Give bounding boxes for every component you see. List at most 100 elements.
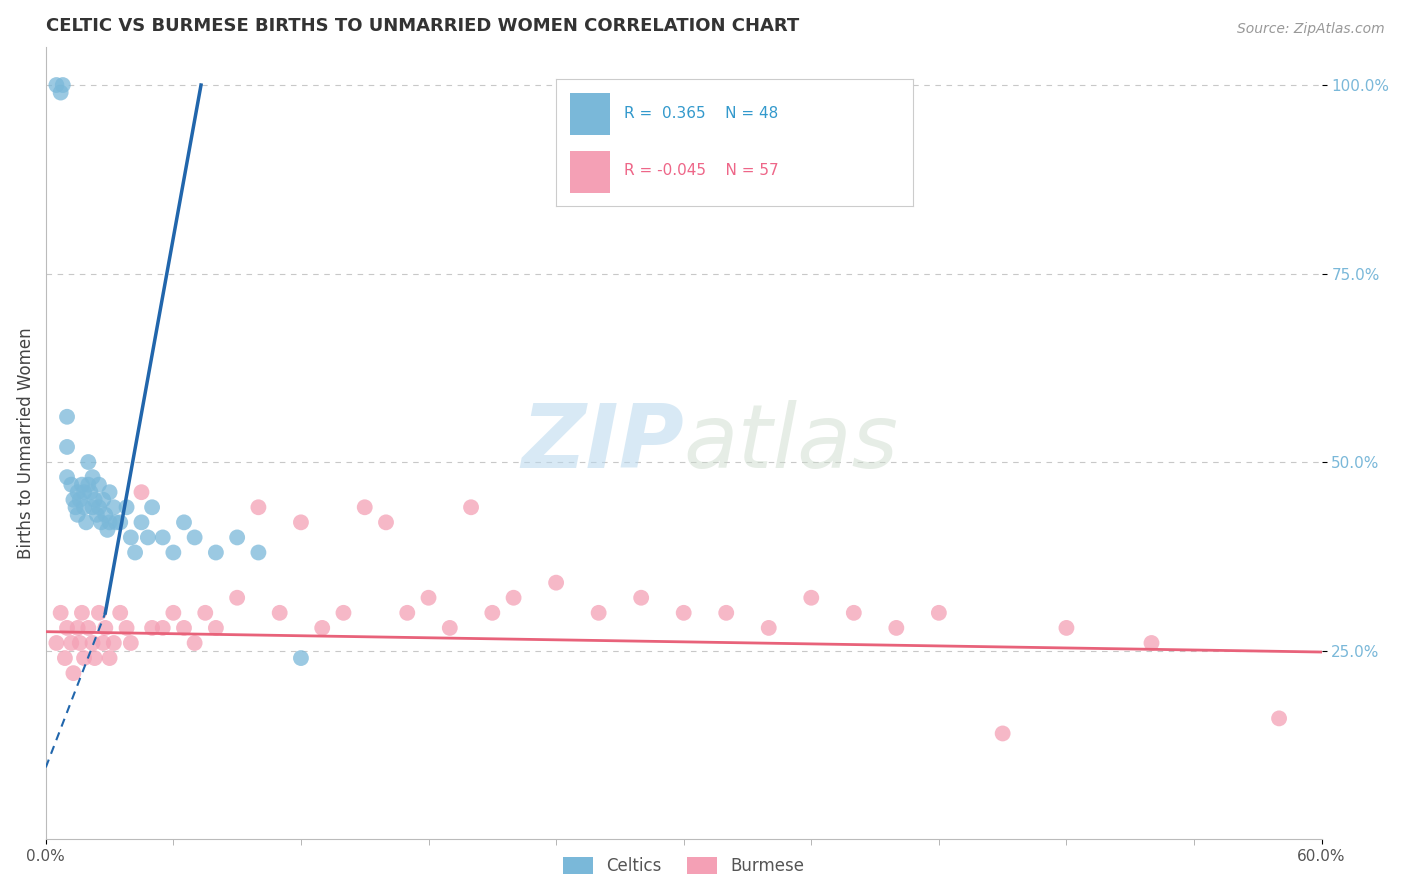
Point xyxy=(87,500,110,515)
Point xyxy=(45,636,67,650)
Point xyxy=(141,500,163,515)
Point xyxy=(98,516,121,530)
Point xyxy=(418,591,440,605)
Point xyxy=(247,500,270,515)
Point xyxy=(439,621,461,635)
Text: ZIP: ZIP xyxy=(522,400,683,487)
Point xyxy=(375,516,398,530)
Point xyxy=(56,470,79,484)
Point xyxy=(69,492,91,507)
Point xyxy=(886,621,908,635)
Point xyxy=(396,606,419,620)
Point xyxy=(120,530,142,544)
Point xyxy=(546,575,568,590)
Point xyxy=(183,636,205,650)
Point xyxy=(62,666,84,681)
Point xyxy=(69,636,91,650)
Point xyxy=(124,545,146,559)
Point xyxy=(131,485,153,500)
Point xyxy=(65,500,87,515)
Point xyxy=(588,606,610,620)
Point xyxy=(60,477,83,491)
Point xyxy=(332,606,354,620)
Point xyxy=(1268,711,1291,725)
Point xyxy=(173,516,195,530)
Point xyxy=(502,591,524,605)
Point xyxy=(66,485,89,500)
Point xyxy=(87,606,110,620)
Point xyxy=(91,636,114,650)
Point xyxy=(82,636,104,650)
Point xyxy=(82,500,104,515)
Point xyxy=(162,606,184,620)
Point xyxy=(108,516,131,530)
Point xyxy=(991,726,1014,740)
Point xyxy=(98,651,121,665)
Point xyxy=(481,606,503,620)
Point xyxy=(94,508,117,522)
Point xyxy=(103,636,125,650)
Point xyxy=(77,621,100,635)
Point xyxy=(800,591,823,605)
Point xyxy=(73,485,96,500)
Point xyxy=(66,621,89,635)
Point xyxy=(758,621,780,635)
Point xyxy=(1054,621,1077,635)
Point xyxy=(290,651,312,665)
Point xyxy=(226,530,249,544)
Point xyxy=(96,523,118,537)
Point xyxy=(75,516,97,530)
Point xyxy=(311,621,333,635)
Point xyxy=(353,500,375,515)
Point xyxy=(672,606,695,620)
Point xyxy=(928,606,950,620)
Point xyxy=(90,516,112,530)
Point xyxy=(162,545,184,559)
Point xyxy=(103,500,125,515)
Point xyxy=(152,530,174,544)
Point xyxy=(173,621,195,635)
Legend: Celtics, Burmese: Celtics, Burmese xyxy=(557,851,811,882)
Point xyxy=(183,530,205,544)
Point xyxy=(247,545,270,559)
Text: CELTIC VS BURMESE BIRTHS TO UNMARRIED WOMEN CORRELATION CHART: CELTIC VS BURMESE BIRTHS TO UNMARRIED WO… xyxy=(46,17,799,35)
Point xyxy=(104,516,127,530)
Point xyxy=(49,606,72,620)
Point xyxy=(86,508,108,522)
Point xyxy=(53,651,76,665)
Point xyxy=(52,78,75,92)
Point xyxy=(62,492,84,507)
Point xyxy=(49,86,72,100)
Point xyxy=(66,508,89,522)
Point xyxy=(87,477,110,491)
Point xyxy=(115,621,138,635)
Point xyxy=(716,606,738,620)
Point xyxy=(94,621,117,635)
Point xyxy=(77,477,100,491)
Point xyxy=(56,621,79,635)
Point xyxy=(226,591,249,605)
Text: atlas: atlas xyxy=(683,401,898,486)
Point xyxy=(56,409,79,424)
Point xyxy=(77,455,100,469)
Point xyxy=(83,651,105,665)
Point xyxy=(131,516,153,530)
Point xyxy=(141,621,163,635)
Point xyxy=(82,470,104,484)
Point xyxy=(73,651,96,665)
Point xyxy=(83,492,105,507)
Point xyxy=(269,606,291,620)
Point xyxy=(60,636,83,650)
Point xyxy=(842,606,865,620)
Point xyxy=(290,516,312,530)
Point xyxy=(91,492,114,507)
Point xyxy=(70,606,93,620)
Point xyxy=(136,530,159,544)
Y-axis label: Births to Unmarried Women: Births to Unmarried Women xyxy=(17,327,35,559)
Point xyxy=(205,621,228,635)
Text: Source: ZipAtlas.com: Source: ZipAtlas.com xyxy=(1237,22,1385,37)
Point xyxy=(630,591,652,605)
Point xyxy=(120,636,142,650)
Point xyxy=(152,621,174,635)
Point xyxy=(205,545,228,559)
